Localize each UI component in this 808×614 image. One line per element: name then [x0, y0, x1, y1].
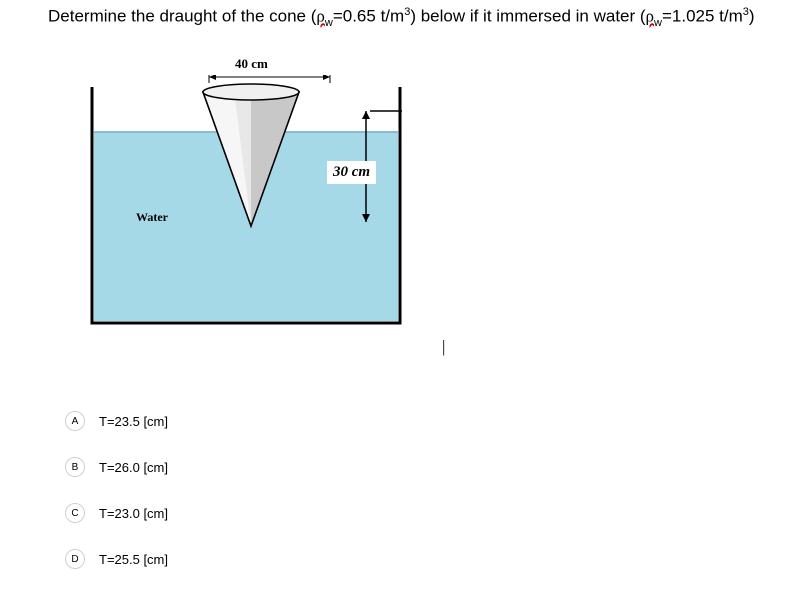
option-label: T=26.0 [cm] — [99, 460, 168, 475]
question-text: Determine the draught of the cone (ρw=0.… — [48, 6, 755, 29]
option-label: T=23.0 [cm] — [99, 506, 168, 521]
rho1-val: =0.65 t/m — [333, 7, 404, 26]
water-label: Water — [136, 210, 168, 225]
rho2: ρ — [646, 7, 654, 26]
text-caret: | — [442, 337, 445, 357]
dimension-right-label: 30 cm — [327, 161, 376, 184]
q-mid: ) below if it immersed in water ( — [410, 7, 645, 26]
option-d[interactable]: D T=25.5 [cm] — [65, 549, 168, 569]
option-a[interactable]: A T=23.5 [cm] — [65, 411, 168, 431]
rho1: ρ — [316, 7, 324, 26]
options-list: A T=23.5 [cm] B T=26.0 [cm] C T=23.0 [cm… — [65, 411, 168, 595]
figure — [90, 75, 406, 326]
q-prefix: Determine the draught of the cone ( — [48, 7, 316, 26]
option-letter: A — [65, 411, 85, 431]
option-c[interactable]: C T=23.0 [cm] — [65, 503, 168, 523]
figure-svg — [90, 75, 406, 326]
rho2-val: =1.025 t/m — [662, 7, 743, 26]
dimension-top-label: 40 cm — [235, 56, 268, 72]
option-label: T=23.5 [cm] — [99, 414, 168, 429]
rho1-sub: w — [325, 17, 333, 29]
rho2-sub: w — [654, 17, 662, 29]
q-suffix: ) — [749, 7, 755, 26]
option-b[interactable]: B T=26.0 [cm] — [65, 457, 168, 477]
option-label: T=25.5 [cm] — [99, 552, 168, 567]
option-letter: D — [65, 549, 85, 569]
option-letter: C — [65, 503, 85, 523]
option-letter: B — [65, 457, 85, 477]
